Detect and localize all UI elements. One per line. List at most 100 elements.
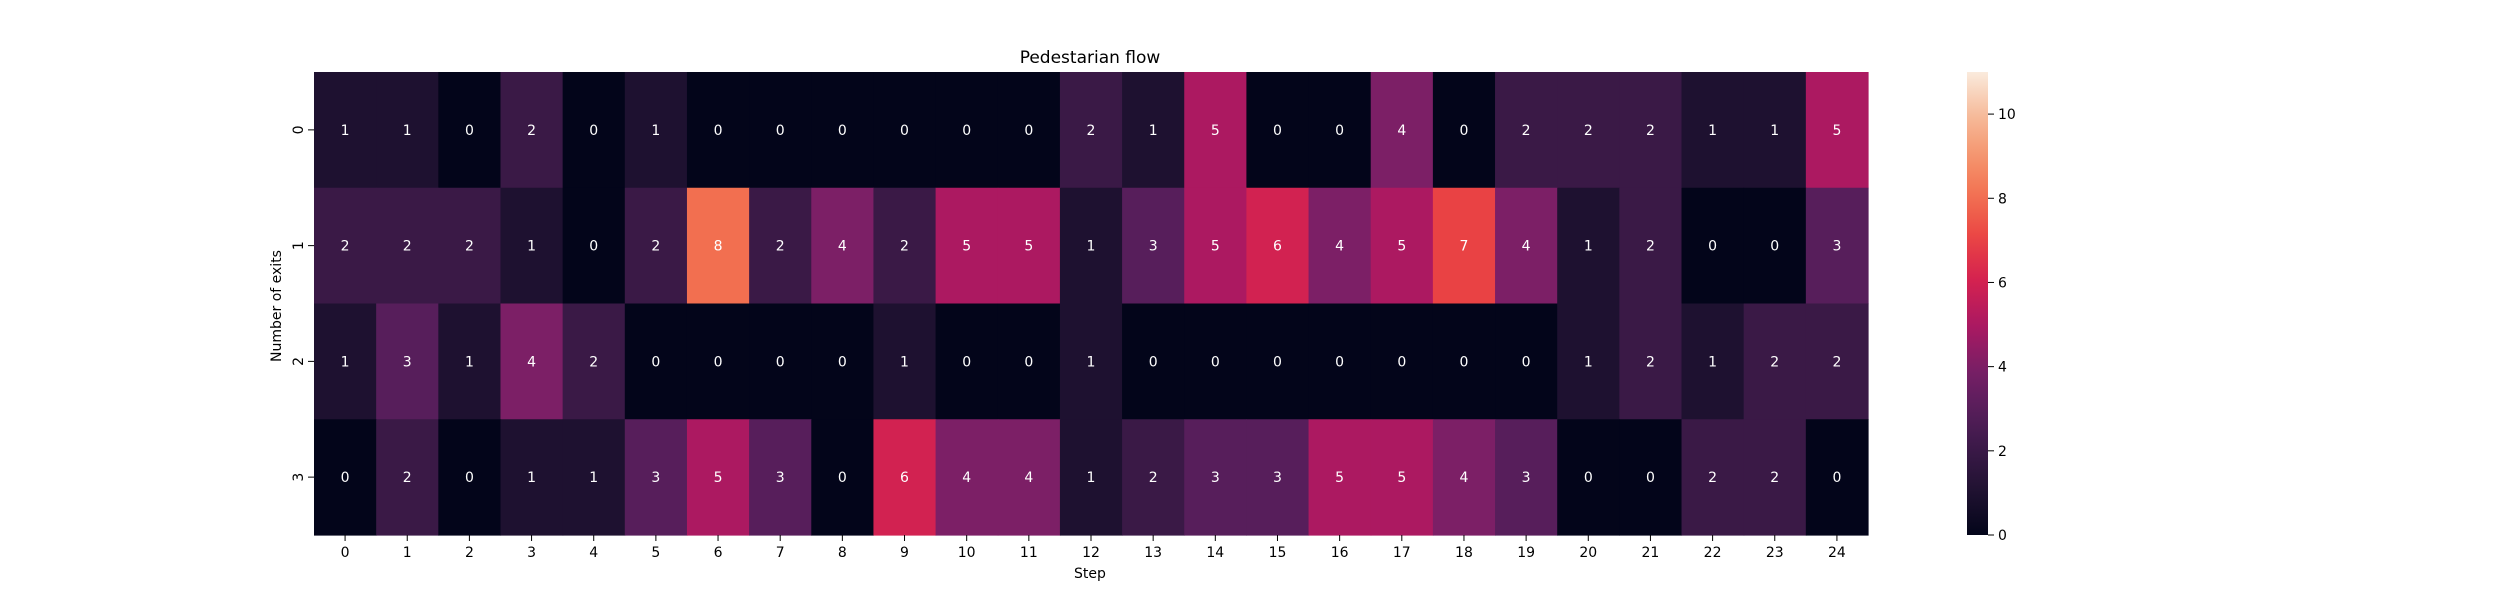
chart-title: Pedestarian flow [1020, 48, 1161, 68]
heatmap-cell [562, 419, 626, 536]
cell-value-label: 1 [1087, 354, 1096, 370]
heatmap-cell [1308, 72, 1372, 189]
cell-value-label: 0 [962, 123, 971, 139]
cell-value-label: 1 [403, 123, 412, 139]
heatmap-cell [997, 419, 1061, 536]
heatmap-cell [1557, 419, 1620, 536]
heatmap-cell [1432, 72, 1496, 189]
cell-value-label: 2 [1646, 354, 1655, 370]
cell-value-label: 2 [527, 123, 536, 139]
cell-value-label: 6 [1273, 239, 1282, 255]
heatmap-cell [1122, 72, 1185, 189]
cell-value-label: 1 [1708, 123, 1717, 139]
heatmap-cell [873, 72, 937, 189]
cell-value-label: 1 [651, 123, 660, 139]
cell-value-label: 5 [714, 470, 723, 486]
x-tick-label: 10 [958, 545, 976, 561]
y-tick-label: 1 [291, 241, 307, 250]
cell-value-label: 1 [1087, 239, 1096, 255]
cell-value-label: 0 [1273, 123, 1282, 139]
cell-value-label: 3 [651, 470, 660, 486]
cell-value-label: 4 [1397, 123, 1406, 139]
x-tick-label: 12 [1082, 545, 1100, 561]
cell-value-label: 0 [1584, 470, 1593, 486]
x-tick-label: 24 [1828, 545, 1846, 561]
x-axis-ticks: 0 1 2 3 4 5 6 7 8 9 10 11 12 13 14 15 16 17 18 19 20 21 22 23 24 [341, 535, 1846, 561]
x-tick-label: 2 [465, 545, 474, 561]
heatmap-cell [438, 419, 502, 536]
heatmap-cell [1246, 187, 1310, 305]
cell-value-label: 5 [1397, 470, 1406, 486]
x-tick-label: 3 [527, 545, 536, 561]
heatmap-cell [1184, 303, 1247, 420]
cell-value-label: 1 [589, 470, 598, 486]
x-tick-label: 23 [1766, 545, 1784, 561]
cell-value-label: 2 [403, 470, 412, 486]
cell-value-label: 0 [838, 470, 847, 486]
heatmap-cell [1370, 187, 1434, 305]
heatmap-cell [1495, 419, 1558, 536]
cell-value-label: 0 [1335, 123, 1344, 139]
cell-value-label: 5 [1211, 123, 1220, 139]
cell-value-label: 2 [900, 239, 909, 255]
y-tick-label: 0 [291, 125, 307, 134]
heatmap-cell [935, 187, 999, 305]
heatmap-cell [686, 419, 750, 536]
heatmap-cell [811, 419, 875, 536]
heatmap-cell [1184, 187, 1247, 305]
cell-value-label: 2 [1149, 470, 1158, 486]
heatmap-cell [1805, 72, 1869, 189]
heatmap-cell [1059, 419, 1123, 536]
cell-value-label: 0 [962, 354, 971, 370]
heatmap-cell [1432, 187, 1496, 305]
colorbar-tick-label: 6 [1998, 275, 2007, 291]
cell-value-label: 1 [1584, 239, 1593, 255]
cell-value-label: 4 [1335, 239, 1344, 255]
cell-value-label: 3 [403, 354, 412, 370]
heatmap-cell [1308, 187, 1372, 305]
x-tick-label: 4 [589, 545, 598, 561]
heatmap-cell [314, 187, 377, 305]
cell-value-label: 3 [1211, 470, 1220, 486]
heatmap-cell [500, 72, 564, 189]
heatmap-cell [1308, 303, 1372, 420]
heatmap-cell [1246, 419, 1310, 536]
cell-value-label: 2 [1770, 354, 1779, 370]
heatmap-cell [997, 303, 1061, 420]
heatmap-cell [562, 303, 626, 420]
heatmap-cell [1308, 419, 1372, 536]
heatmap-cell [1059, 72, 1123, 189]
heatmap-cell [1246, 72, 1310, 189]
heatmap-cell [686, 72, 750, 189]
heatmap-cell [1370, 72, 1434, 189]
heatmap-cell [376, 187, 439, 305]
heatmap-cell [686, 303, 750, 420]
cell-value-label: 0 [1024, 354, 1033, 370]
colorbar-tick-label: 10 [1998, 107, 2016, 123]
y-tick-label: 2 [291, 357, 307, 366]
cell-value-label: 2 [589, 354, 598, 370]
heatmap-cell [1495, 187, 1558, 305]
cell-value-label: 0 [465, 470, 474, 486]
heatmap-cell [935, 419, 999, 536]
cell-value-label: 2 [1584, 123, 1593, 139]
cell-value-label: 4 [1522, 239, 1531, 255]
cell-value-label: 0 [838, 354, 847, 370]
heatmap-cell [500, 187, 564, 305]
heatmap-cell [624, 419, 688, 536]
heatmap-cell [873, 419, 937, 536]
cell-value-label: 3 [1832, 239, 1841, 255]
heatmap-cell [749, 303, 812, 420]
heatmap-cell [1184, 419, 1247, 536]
heatmap-cell-labels: 1 1 0 2 0 1 0 0 0 0 0 0 2 1 5 0 0 4 0 2 2 2 1 1 5 2 2 2 1 0 2 8 2 4 2 5 5 1 3 5… [341, 123, 1842, 486]
cell-value-label: 2 [651, 239, 660, 255]
x-tick-label: 15 [1269, 545, 1287, 561]
heatmap-cell [749, 419, 812, 536]
cell-value-label: 1 [900, 354, 909, 370]
cell-value-label: 1 [1087, 470, 1096, 486]
x-tick-label: 13 [1144, 545, 1162, 561]
heatmap-cell [314, 72, 377, 189]
cell-value-label: 2 [1770, 470, 1779, 486]
heatmap-cell [749, 187, 812, 305]
cell-value-label: 1 [1708, 354, 1717, 370]
